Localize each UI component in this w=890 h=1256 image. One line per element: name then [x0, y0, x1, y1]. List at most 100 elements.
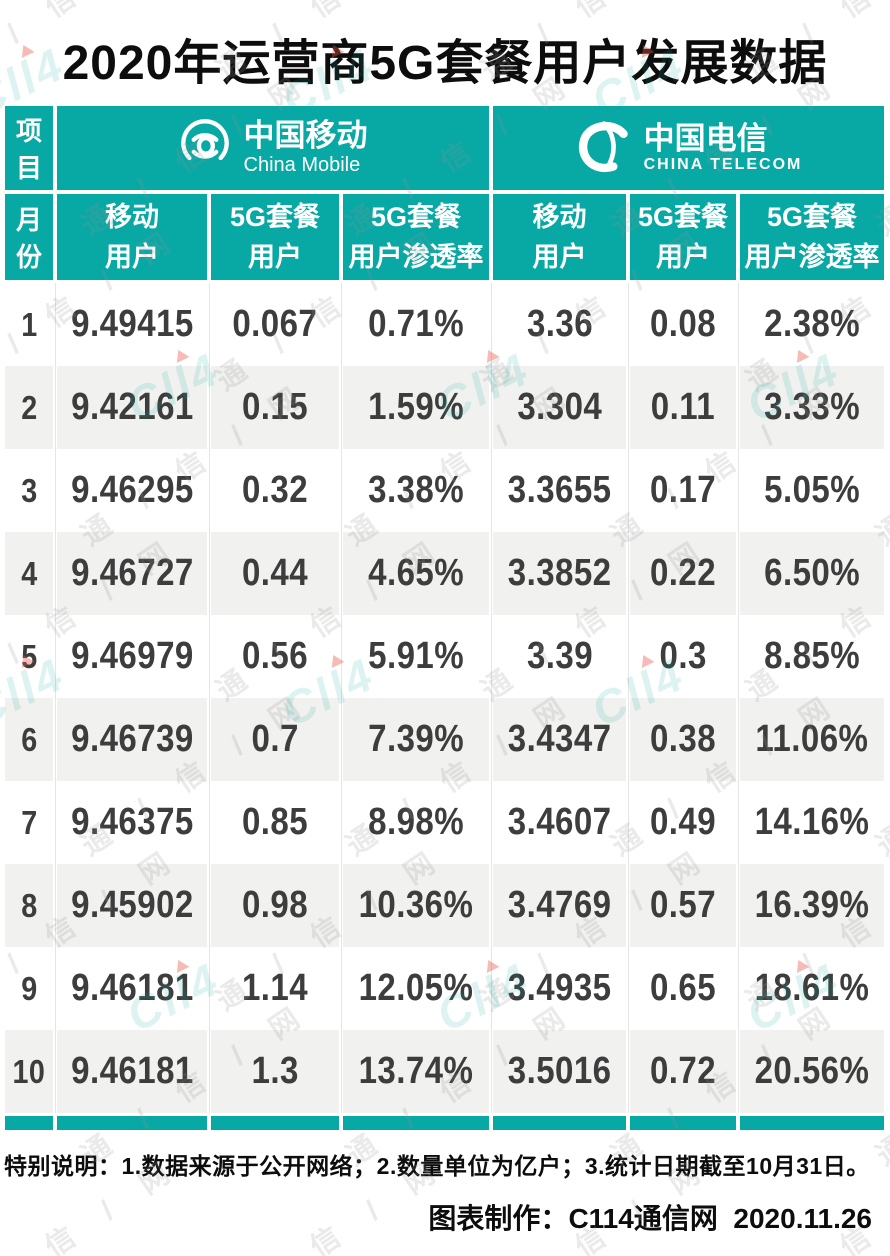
value-cell: 0.85 — [208, 781, 339, 864]
value-cell: 3.4607 — [490, 781, 626, 864]
china-telecom-name-en: CHINA TELECOM — [643, 156, 803, 174]
table-row: 4 9.46727 0.44 4.65% 3.3852 0.22 6.50% — [5, 532, 884, 615]
value-cell: 3.36 — [490, 283, 626, 366]
column-header-row: 月份 移动 用户 5G套餐 用户 5G套餐 用户渗透率 移动 用户 5G套餐 用… — [5, 194, 884, 280]
value-cell: 0.56 — [208, 615, 339, 698]
value-cell: 2.38% — [737, 283, 884, 366]
china-mobile-name-cn: 中国移动 — [243, 118, 368, 154]
value-cell: 0.57 — [627, 864, 736, 947]
china-mobile-header: 中国移动 China Mobile — [57, 106, 489, 190]
cm-5g-users-header: 5G套餐 用户 — [211, 194, 339, 280]
title-bar: 2020年运营商5G套餐用户发展数据 — [0, 0, 890, 106]
value-cell: 0.72 — [627, 1030, 736, 1113]
data-table: 项目 中国移动 China Mobile — [5, 106, 884, 1130]
table-row: 5 9.46979 0.56 5.91% 3.39 0.3 8.85% — [5, 615, 884, 698]
value-cell: 5.91% — [340, 615, 489, 698]
value-cell: 3.33% — [737, 366, 884, 449]
value-cell: 3.4935 — [490, 947, 626, 1030]
ct-penetration-header: 5G套餐 用户渗透率 — [740, 194, 884, 280]
value-cell: 0.49 — [627, 781, 736, 864]
value-cell: 9.46181 — [54, 1030, 207, 1113]
value-cell: 3.3655 — [490, 449, 626, 532]
month-cell: 10 — [5, 1030, 53, 1113]
value-cell: 0.22 — [627, 532, 736, 615]
value-cell: 0.65 — [627, 947, 736, 1030]
value-cell: 18.61% — [737, 947, 884, 1030]
table-row: 9 9.46181 1.14 12.05% 3.4935 0.65 18.61% — [5, 947, 884, 1030]
value-cell: 0.32 — [208, 449, 339, 532]
month-column-header: 月份 — [5, 194, 53, 280]
table-row: 2 9.42161 0.15 1.59% 3.304 0.11 3.33% — [5, 366, 884, 449]
month-cell: 6 — [5, 698, 53, 781]
month-cell: 3 — [5, 449, 53, 532]
month-cell: 2 — [5, 366, 53, 449]
value-cell: 9.46375 — [54, 781, 207, 864]
china-telecom-name-cn: 中国电信 — [643, 120, 768, 156]
month-cell: 4 — [5, 532, 53, 615]
table-row: 7 9.46375 0.85 8.98% 3.4607 0.49 14.16% — [5, 781, 884, 864]
value-cell: 9.46979 — [54, 615, 207, 698]
value-cell: 11.06% — [737, 698, 884, 781]
china-telecom-logo-icon — [575, 118, 631, 179]
month-cell: 1 — [5, 283, 53, 366]
china-mobile-name: 中国移动 China Mobile — [244, 119, 368, 176]
value-cell: 9.46739 — [54, 698, 207, 781]
value-cell: 13.74% — [340, 1030, 489, 1113]
value-cell: 0.98 — [208, 864, 339, 947]
value-cell: 8.98% — [340, 781, 489, 864]
table-bottom-bar — [5, 1116, 884, 1130]
value-cell: 9.46181 — [54, 947, 207, 1030]
value-cell: 8.85% — [737, 615, 884, 698]
month-cell: 7 — [5, 781, 53, 864]
value-cell: 3.3852 — [490, 532, 626, 615]
value-cell: 12.05% — [340, 947, 489, 1030]
value-cell: 9.45902 — [54, 864, 207, 947]
value-cell: 0.3 — [627, 615, 736, 698]
value-cell: 1.3 — [208, 1030, 339, 1113]
value-cell: 1.14 — [208, 947, 339, 1030]
value-cell: 0.08 — [627, 283, 736, 366]
credit-source: C114通信网 — [568, 1203, 718, 1234]
value-cell: 9.49415 — [54, 283, 207, 366]
carrier-header-row: 项目 中国移动 China Mobile — [5, 106, 884, 190]
page-title: 2020年运营商5G套餐用户发展数据 — [62, 37, 828, 90]
value-cell: 3.39 — [490, 615, 626, 698]
value-cell: 0.38 — [627, 698, 736, 781]
china-telecom-brand: 中国电信 CHINA TELECOM — [575, 118, 803, 179]
credit-line: 图表制作：C114通信网 2020.11.26 — [0, 1197, 872, 1237]
value-cell: 20.56% — [737, 1030, 884, 1113]
table-body: 1 9.49415 0.067 0.71% 3.36 0.08 2.38% 2 9.42161 0… — [5, 283, 884, 1113]
value-cell: 0.15 — [208, 366, 339, 449]
ct-5g-users-header: 5G套餐 用户 — [630, 194, 736, 280]
cm-penetration-header: 5G套餐 用户渗透率 — [343, 194, 489, 280]
value-cell: 5.05% — [737, 449, 884, 532]
value-cell: 10.36% — [340, 864, 489, 947]
value-cell: 9.46295 — [54, 449, 207, 532]
month-cell: 8 — [5, 864, 53, 947]
special-note: 特别说明：1.数据来源于公开网络；2.数量单位为亿户；3.统计日期截至10月31… — [4, 1153, 870, 1179]
table-row: 1 9.49415 0.067 0.71% 3.36 0.08 2.38% — [5, 283, 884, 366]
china-telecom-name: 中国电信 CHINA TELECOM — [643, 120, 803, 175]
month-cell: 5 — [5, 615, 53, 698]
ct-mobile-users-header: 移动 用户 — [493, 194, 626, 280]
table-row: 6 9.46739 0.7 7.39% 3.4347 0.38 11.06% — [5, 698, 884, 781]
credit-prefix: 图表制作： — [428, 1203, 569, 1234]
china-mobile-logo-icon — [179, 119, 231, 176]
table-row: 8 9.45902 0.98 10.36% 3.4769 0.57 16.39% — [5, 864, 884, 947]
month-cell: 9 — [5, 947, 53, 1030]
table-row: 10 9.46181 1.3 13.74% 3.5016 0.72 20.56% — [5, 1030, 884, 1113]
value-cell: 3.4769 — [490, 864, 626, 947]
value-cell: 4.65% — [340, 532, 489, 615]
value-cell: 0.067 — [208, 283, 339, 366]
value-cell: 1.59% — [340, 366, 489, 449]
value-cell: 14.16% — [737, 781, 884, 864]
value-cell: 0.71% — [340, 283, 489, 366]
cm-mobile-users-header: 移动 用户 — [57, 194, 207, 280]
value-cell: 3.304 — [490, 366, 626, 449]
value-cell: 0.7 — [208, 698, 339, 781]
credit-date: 2020.11.26 — [733, 1203, 872, 1234]
china-telecom-header: 中国电信 CHINA TELECOM — [493, 106, 884, 190]
value-cell: 9.42161 — [54, 366, 207, 449]
value-cell: 0.17 — [627, 449, 736, 532]
china-mobile-brand: 中国移动 China Mobile — [179, 119, 368, 176]
